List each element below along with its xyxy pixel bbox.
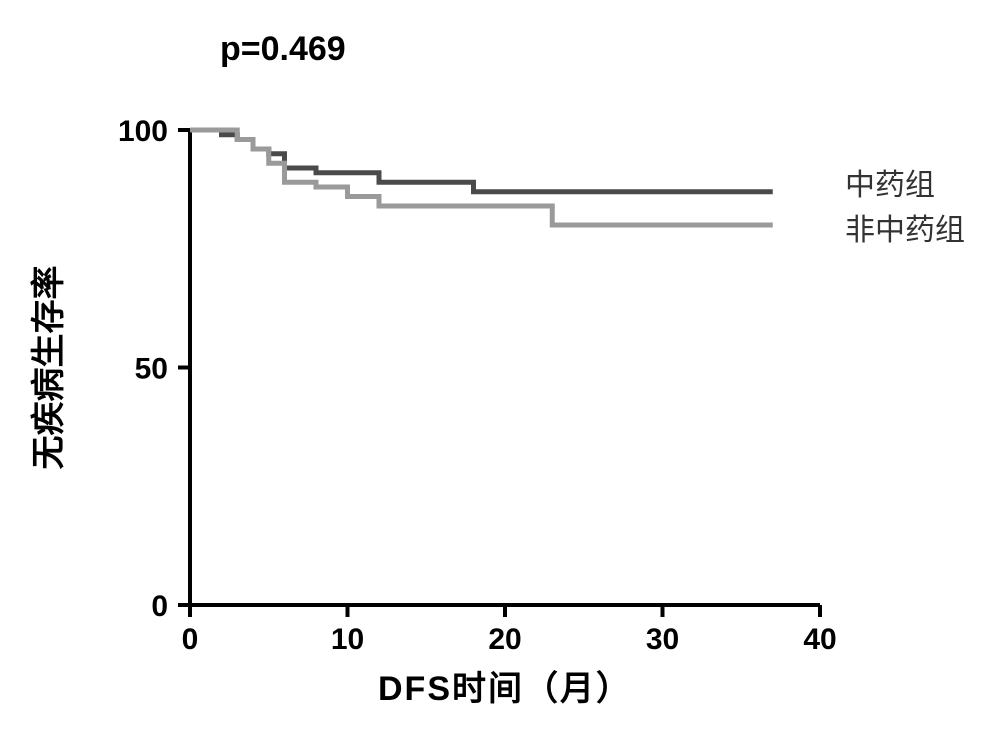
y-tick-label: 100 [118,115,168,148]
y-axis-label: 无疾病生存率 [30,266,68,470]
x-tick-label: 20 [488,623,521,656]
x-tick-label: 0 [182,623,199,656]
legend-非中药组: 非中药组 [845,214,965,247]
x-tick-label: 30 [646,623,679,656]
y-tick-label: 50 [135,353,168,386]
x-tick-label: 40 [803,623,836,656]
chart-svg: p=0.469 0 50 100 0 10 20 30 40 无疾病生存率 DFS时间（月） 中药组非… [0,0,1000,734]
legend-中药组: 中药组 [845,169,935,202]
y-tick-label: 0 [151,590,168,623]
x-tick-label: 10 [331,623,364,656]
x-axis-label: DFS时间（月） [378,669,632,708]
survival-chart: p=0.469 0 50 100 0 10 20 30 40 无疾病生存率 DFS时间（月） 中药组非… [0,0,1000,734]
p-value-label: p=0.469 [220,30,346,68]
